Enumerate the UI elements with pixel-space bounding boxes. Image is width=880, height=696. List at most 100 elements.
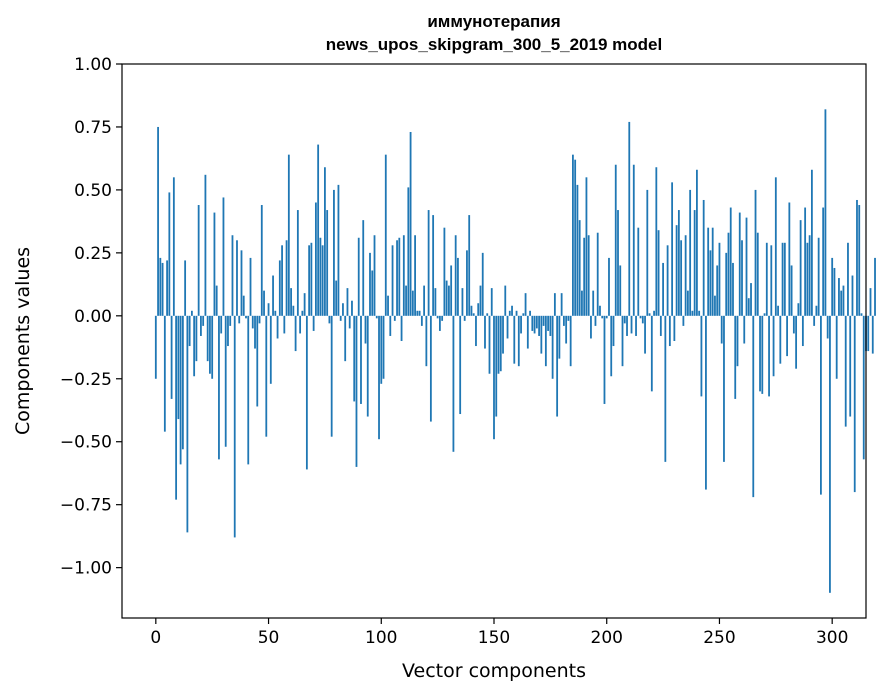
- bar: [538, 315, 540, 336]
- bar: [648, 313, 651, 316]
- bar: [774, 177, 777, 316]
- bar: [254, 315, 256, 349]
- bar: [849, 315, 852, 417]
- bar: [420, 315, 423, 326]
- bar: [853, 315, 856, 493]
- bar: [285, 240, 288, 316]
- bar: [540, 315, 543, 354]
- bar: [301, 310, 304, 316]
- bar: [215, 285, 218, 316]
- bar: [576, 184, 579, 316]
- bar: [562, 315, 565, 326]
- bar: [490, 288, 493, 316]
- bar: [506, 315, 509, 339]
- bar: [342, 303, 344, 316]
- bar: [157, 126, 159, 316]
- bar: [799, 220, 802, 316]
- bar: [657, 230, 660, 316]
- bar: [224, 315, 227, 447]
- bar: [558, 315, 561, 359]
- bar: [549, 315, 552, 336]
- bar: [213, 212, 216, 316]
- bar: [578, 220, 581, 316]
- bar: [662, 262, 664, 316]
- bar: [756, 232, 759, 316]
- bar: [668, 315, 671, 347]
- bar: [366, 315, 369, 417]
- bar: [556, 315, 559, 417]
- bar: [725, 252, 728, 316]
- x-axis: 0 50 100 150 200 250 300: [150, 618, 848, 648]
- bar: [265, 315, 268, 437]
- bar: [535, 315, 538, 329]
- bar: [856, 199, 858, 316]
- bar: [547, 315, 550, 331]
- bar: [267, 303, 270, 316]
- bar: [416, 310, 419, 316]
- bar: [806, 242, 809, 316]
- bar: [711, 227, 714, 316]
- bar: [522, 313, 525, 316]
- bar: [281, 245, 283, 316]
- bar: [524, 293, 527, 316]
- bar: [287, 154, 290, 316]
- bar: [653, 310, 655, 316]
- bar: [470, 305, 473, 316]
- bar: [599, 305, 601, 316]
- bar: [337, 184, 340, 316]
- bar: [504, 285, 507, 316]
- bar: [238, 315, 241, 324]
- bar: [200, 315, 202, 336]
- bar: [333, 189, 335, 316]
- bar: [610, 315, 613, 377]
- bar: [813, 315, 816, 326]
- bar: [330, 315, 333, 437]
- bar: [567, 315, 570, 321]
- bar: [592, 290, 595, 316]
- bar: [389, 315, 392, 336]
- bar: [497, 315, 500, 374]
- bar: [481, 252, 484, 316]
- bar: [705, 315, 707, 490]
- bar: [763, 313, 766, 316]
- bar: [466, 250, 468, 316]
- bar: [438, 315, 441, 331]
- bar: [779, 315, 782, 364]
- bar: [515, 310, 518, 316]
- bar: [720, 315, 723, 344]
- bars-layer: [154, 109, 876, 593]
- bar: [698, 310, 701, 316]
- bar: [393, 315, 396, 321]
- bar: [204, 174, 207, 316]
- bar: [614, 164, 617, 316]
- bar: [251, 315, 254, 329]
- bar: [202, 315, 205, 326]
- bar: [743, 315, 746, 344]
- bar: [639, 315, 642, 319]
- bar: [783, 242, 786, 316]
- x-tick-label: 0: [150, 628, 161, 648]
- bar: [405, 285, 407, 316]
- bar: [551, 315, 554, 379]
- bar: [820, 315, 822, 495]
- bar: [272, 275, 274, 316]
- bar: [684, 235, 687, 316]
- bar: [860, 313, 863, 316]
- bar: [810, 169, 813, 316]
- bar: [612, 315, 615, 347]
- bar: [499, 315, 502, 372]
- bar: [407, 187, 410, 316]
- bar: [835, 315, 838, 379]
- bar: [833, 267, 836, 316]
- bar: [357, 237, 360, 316]
- bar: [242, 295, 245, 316]
- bar: [517, 315, 520, 367]
- bar: [484, 315, 486, 349]
- bar: [619, 265, 622, 316]
- bar: [335, 280, 338, 316]
- bar: [797, 303, 800, 316]
- bar: [256, 315, 259, 407]
- bar: [741, 240, 743, 316]
- bar: [195, 315, 198, 362]
